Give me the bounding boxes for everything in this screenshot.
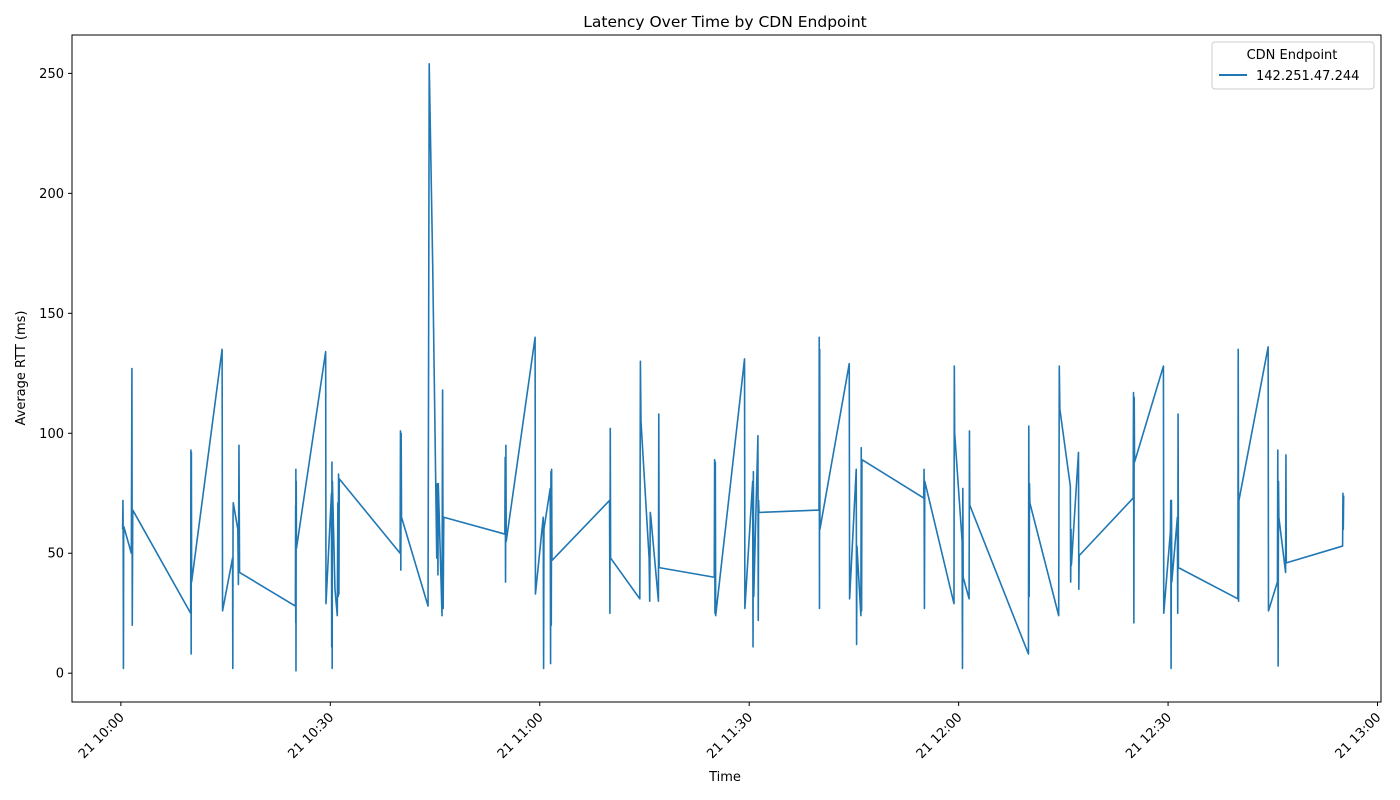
x-tick-label: 21 11:00 bbox=[495, 710, 547, 762]
chart-title: Latency Over Time by CDN Endpoint bbox=[583, 13, 866, 31]
x-axis: 21 10:00 21 10:30 21 11:00 21 11:30 21 12:00… bbox=[76, 702, 1384, 762]
y-axis-label: Average RTT (ms) bbox=[14, 311, 29, 426]
y-tick-label: 0 bbox=[56, 667, 64, 682]
legend: CDN Endpoint 142.251.47.244 bbox=[1211, 41, 1375, 90]
x-tick-label: 21 10:30 bbox=[285, 710, 337, 762]
y-tick-label: 200 bbox=[39, 187, 64, 202]
x-tick-label: 21 12:30 bbox=[1123, 710, 1175, 762]
legend-series-name: 142.251.47.244 bbox=[1256, 69, 1359, 84]
x-axis-label: Time bbox=[708, 770, 741, 785]
y-tick-label: 50 bbox=[47, 547, 64, 562]
legend-title: CDN Endpoint bbox=[1247, 48, 1338, 63]
x-tick-label: 21 11:30 bbox=[704, 710, 756, 762]
x-tick-label: 21 12:00 bbox=[914, 710, 966, 762]
plot-frame bbox=[71, 34, 1382, 703]
x-tick-label: 21 10:00 bbox=[76, 710, 128, 762]
y-axis: 0 50 100 150 200 250 bbox=[39, 67, 72, 682]
plot-area bbox=[121, 62, 1345, 672]
y-tick-label: 250 bbox=[39, 67, 64, 82]
legend-box bbox=[1211, 41, 1375, 90]
y-tick-label: 100 bbox=[39, 427, 64, 442]
y-tick-label: 150 bbox=[39, 307, 64, 322]
x-tick-label: 21 13:00 bbox=[1333, 710, 1385, 762]
series-line bbox=[121, 62, 1345, 672]
